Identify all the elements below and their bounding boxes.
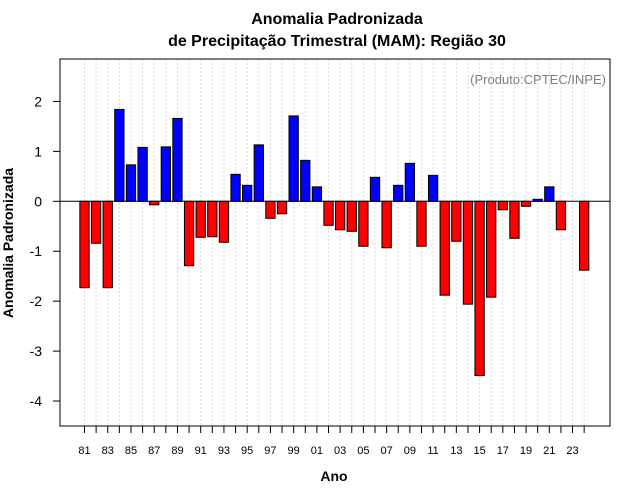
y-tick-label: 2 bbox=[34, 93, 42, 109]
bar bbox=[114, 108, 125, 202]
x-tick-label: 91 bbox=[195, 445, 207, 457]
bar bbox=[416, 200, 427, 247]
bar bbox=[183, 200, 195, 267]
y-axis-label: Anomalia Padronizada bbox=[0, 168, 16, 318]
x-tick-label: 97 bbox=[264, 445, 276, 457]
y-tick-label: -3 bbox=[30, 343, 43, 359]
x-tick-label: 83 bbox=[102, 445, 114, 457]
x-tick-label: 95 bbox=[241, 445, 253, 457]
bar bbox=[288, 115, 299, 202]
bar bbox=[253, 144, 264, 202]
bar bbox=[149, 200, 160, 206]
x-tick-label: 03 bbox=[334, 445, 346, 457]
bar bbox=[381, 200, 392, 249]
bar bbox=[474, 200, 485, 377]
x-tick-label: 99 bbox=[288, 445, 300, 457]
bar bbox=[451, 200, 462, 242]
bar bbox=[137, 146, 148, 202]
x-axis: 81 83 85 87 89 91 93 95 97 99 01 03 05 07 09 11 13 15 17 19… bbox=[78, 426, 585, 457]
x-tick-label: 11 bbox=[427, 445, 438, 457]
bar bbox=[579, 200, 590, 271]
bar bbox=[427, 174, 439, 202]
bar bbox=[509, 200, 520, 239]
bar bbox=[520, 200, 532, 207]
annotation: (Produto:CPTEC/INPE) bbox=[470, 72, 606, 87]
x-tick-label: 05 bbox=[357, 445, 369, 457]
bar bbox=[404, 162, 416, 202]
grid bbox=[84, 59, 585, 426]
x-tick-label: 93 bbox=[218, 445, 230, 457]
x-tick-label: 13 bbox=[450, 445, 462, 457]
bar bbox=[276, 200, 288, 215]
bar bbox=[125, 164, 137, 202]
y-tick-label: -2 bbox=[30, 293, 43, 309]
y-tick-label: 1 bbox=[34, 143, 42, 159]
bar bbox=[230, 173, 241, 202]
x-tick-label: 89 bbox=[171, 445, 183, 457]
bar bbox=[300, 159, 311, 202]
y-tick-label: -1 bbox=[30, 243, 43, 259]
bar bbox=[334, 200, 346, 231]
bar bbox=[207, 200, 218, 238]
bar bbox=[544, 186, 555, 202]
bar bbox=[265, 200, 276, 219]
x-tick-label: 15 bbox=[473, 445, 485, 457]
x-tick-label: 23 bbox=[566, 445, 578, 457]
bar bbox=[79, 200, 90, 289]
bar bbox=[346, 200, 357, 232]
bar bbox=[358, 200, 369, 247]
x-tick-label: 81 bbox=[78, 445, 90, 457]
chart-subtitle: de Precipitação Trimestral (MAM): Região… bbox=[168, 33, 506, 50]
bar bbox=[439, 200, 450, 296]
x-tick-label: 07 bbox=[380, 445, 392, 457]
bar bbox=[369, 176, 381, 202]
x-tick-label: 01 bbox=[311, 445, 323, 457]
bar bbox=[102, 200, 113, 289]
bar bbox=[172, 117, 183, 202]
bar bbox=[160, 146, 171, 202]
bar bbox=[311, 186, 323, 202]
bar bbox=[323, 200, 334, 226]
bar bbox=[555, 200, 567, 231]
bar bbox=[90, 200, 102, 244]
bar bbox=[486, 200, 497, 298]
bar bbox=[497, 200, 508, 211]
x-tick-label: 87 bbox=[148, 445, 160, 457]
y-axis: -4 -3 -2 -1 0 1 2 bbox=[30, 93, 60, 409]
bar bbox=[462, 200, 474, 305]
bar bbox=[218, 200, 230, 243]
x-tick-label: 21 bbox=[543, 445, 555, 457]
x-tick-label: 85 bbox=[125, 445, 137, 457]
x-tick-label: 17 bbox=[497, 445, 509, 457]
x-axis-label: Ano bbox=[320, 468, 347, 484]
bar bbox=[393, 184, 404, 202]
x-tick-label: 09 bbox=[404, 445, 416, 457]
chart-title: Anomalia Padronizada bbox=[251, 11, 423, 28]
bar bbox=[195, 200, 206, 238]
y-tick-label: 0 bbox=[34, 193, 42, 209]
plot-frame bbox=[59, 58, 611, 427]
bar bbox=[242, 184, 253, 202]
x-tick-label: 19 bbox=[520, 445, 532, 457]
bars bbox=[79, 108, 590, 377]
y-tick-label: -4 bbox=[30, 393, 43, 409]
